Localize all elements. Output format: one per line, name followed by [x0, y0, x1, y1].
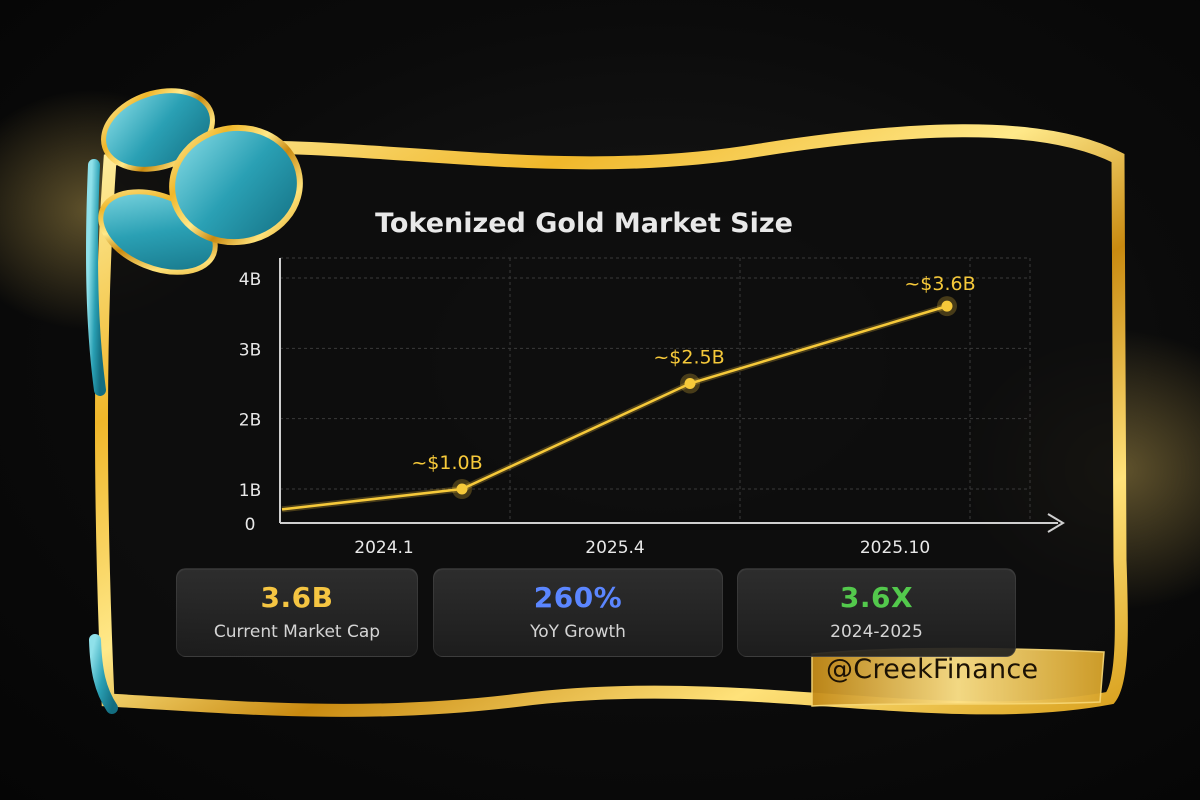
stat-card-multiplier: 3.6X 2024-2025	[737, 568, 1016, 657]
y-tick-labels: 0 1B 2B 3B 4B	[239, 270, 261, 535]
brand-handle: @CreekFinance	[826, 654, 1039, 685]
data-point	[684, 378, 696, 389]
y-tick-label: 3B	[239, 340, 261, 360]
chart-title: Tokenized Gold Market Size	[375, 208, 793, 239]
data-label: ~$2.5B	[653, 347, 724, 369]
x-tick-label: 2024.1	[354, 538, 413, 558]
stat-label: 2024-2025	[830, 622, 923, 642]
y-tick-label: 1B	[239, 481, 261, 501]
x-tick-labels: 2024.1 2025.4 2025.10	[354, 538, 930, 558]
stat-label: Current Market Cap	[213, 622, 381, 642]
frame-teal-accent-bottom	[89, 634, 118, 714]
data-point	[456, 483, 468, 495]
stat-value: 260%	[533, 581, 623, 614]
y-tick-label: 4B	[239, 270, 261, 290]
logo-pebbles-icon	[98, 88, 303, 275]
chart-series: ~$1.0B ~$2.5B ~$3.6B	[281, 273, 976, 513]
data-point	[941, 300, 953, 312]
x-tick-label: 2025.4	[585, 538, 644, 558]
frame-border	[95, 124, 1128, 717]
chart-axes	[279, 258, 1065, 533]
series-line	[281, 304, 948, 511]
x-tick-label: 2025.10	[860, 538, 930, 558]
stat-label: YoY Growth	[530, 622, 626, 642]
data-label: ~$3.6B	[904, 273, 975, 295]
frame-teal-accent	[86, 159, 106, 396]
stat-card-yoy-growth: 260% YoY Growth	[433, 568, 723, 657]
chart-grid	[280, 257, 1031, 523]
y-tick-label: 0	[245, 515, 256, 535]
data-label: ~$1.0B	[411, 452, 482, 474]
stat-value: 3.6B	[260, 581, 334, 614]
y-tick-label: 2B	[239, 411, 261, 431]
x-axis-arrow-icon	[1047, 513, 1065, 533]
stat-card-market-cap: 3.6B Current Market Cap	[176, 568, 418, 657]
stat-value: 3.6X	[839, 581, 914, 614]
